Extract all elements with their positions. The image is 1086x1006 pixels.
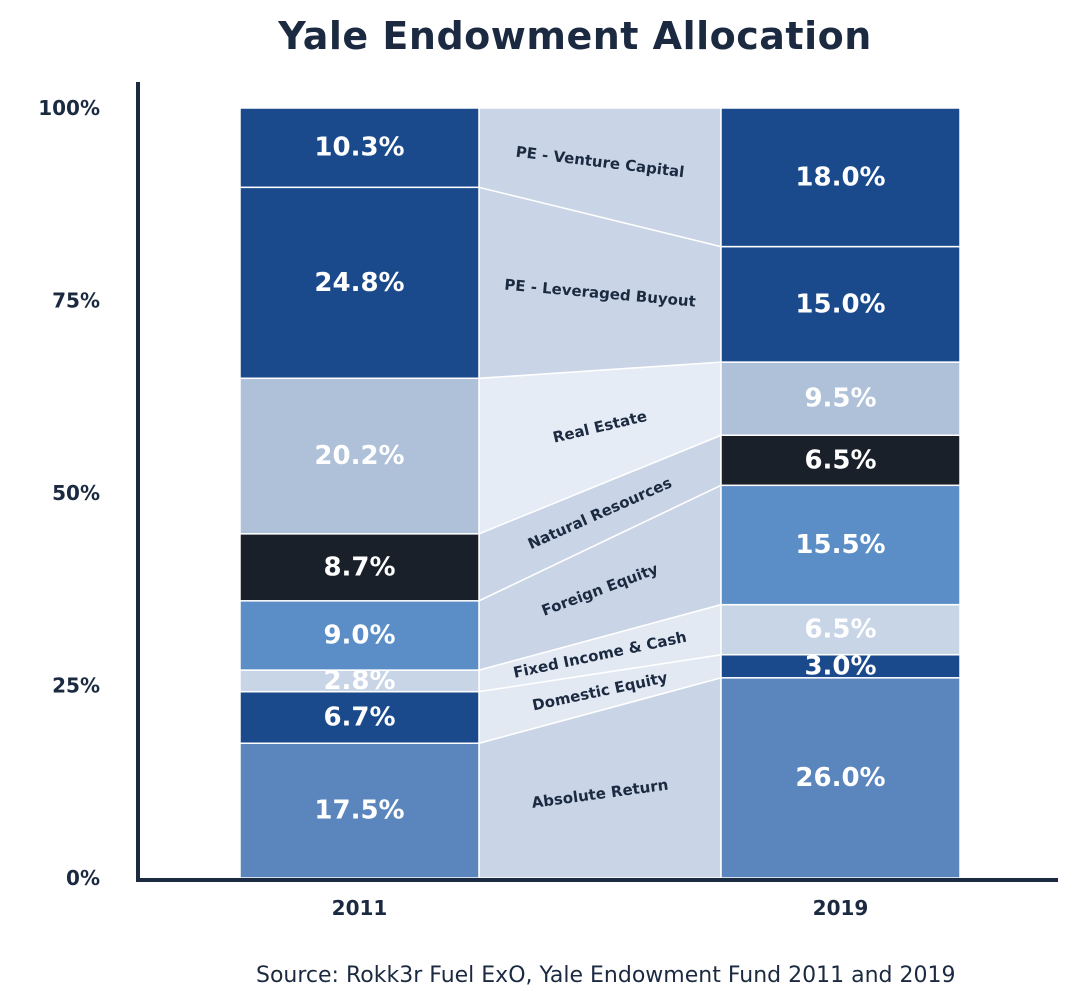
bar-segment-2019-real-estate [720,361,961,437]
bar-segment-2019-absolute-return [720,677,961,879]
value-label-2019-domestic-equity: 3.0% [804,651,876,681]
value-label-2011-fixed-income-cash: 2.8% [323,666,395,696]
bar-segments: 17.5% 26.0% 6.7% 3.0% 2.8% 6.5% 9.0% 15.5% 8.7% 6… [239,107,961,879]
x-tick-label-2011: 2011 [332,896,388,920]
bar-segment-2019-pe-venture-capital [720,107,961,248]
connector-bands [478,107,722,879]
value-label-2011-natural-resources: 8.7% [323,552,395,582]
value-label-2011-domestic-equity: 6.7% [323,702,395,732]
value-label-2011-real-estate: 20.2% [314,441,404,471]
y-tick-label: 25% [52,674,100,698]
value-label-2019-natural-resources: 6.5% [804,445,876,475]
bar-segment-2019-natural-resources [720,434,961,487]
value-label-2019-foreign-equity: 15.5% [795,530,885,560]
x-tick-label-2019: 2019 [813,896,869,920]
value-label-2011-pe-leveraged-buyout: 24.8% [314,268,404,298]
bar-segment-2011-natural-resources [239,533,480,602]
value-label-2019-pe-venture-capital: 18.0% [795,162,885,192]
y-tick-label: 75% [52,289,100,313]
value-label-2011-absolute-return: 17.5% [314,796,404,826]
bar-segment-2011-real-estate [239,377,480,535]
chart-title: Yale Endowment Allocation [278,14,872,58]
x-tick-labels: 2011 2019 [332,896,869,920]
bar-segment-2019-pe-leveraged-buyout [720,245,961,363]
bar-segment-2011-absolute-return [239,742,480,879]
value-label-2011-foreign-equity: 9.0% [323,620,395,650]
axes [136,82,1058,882]
bar-segment-2011-pe-venture-capital [239,107,480,189]
bar-segment-2011-foreign-equity [239,600,480,671]
value-label-2019-absolute-return: 26.0% [795,763,885,793]
value-label-2011-pe-venture-capital: 10.3% [314,133,404,163]
bar-segment-2019-fixed-income-cash [720,603,961,656]
y-tick-labels: 0% 25% 50% 75% 100% [38,96,100,890]
bar-segment-2019-foreign-equity [720,484,961,606]
value-label-2019-fixed-income-cash: 6.5% [804,615,876,645]
bar-segment-2011-pe-leveraged-buyout [239,186,480,380]
value-label-2019-real-estate: 9.5% [804,384,876,414]
value-label-2019-pe-leveraged-buyout: 15.0% [795,289,885,319]
y-tick-label: 50% [52,481,100,505]
source-note: Source: Rokk3r Fuel ExO, Yale Endowment … [256,963,956,988]
y-tick-label: 100% [38,96,100,120]
y-tick-label: 0% [66,866,100,890]
bar-segment-2011-domestic-equity [239,690,480,744]
